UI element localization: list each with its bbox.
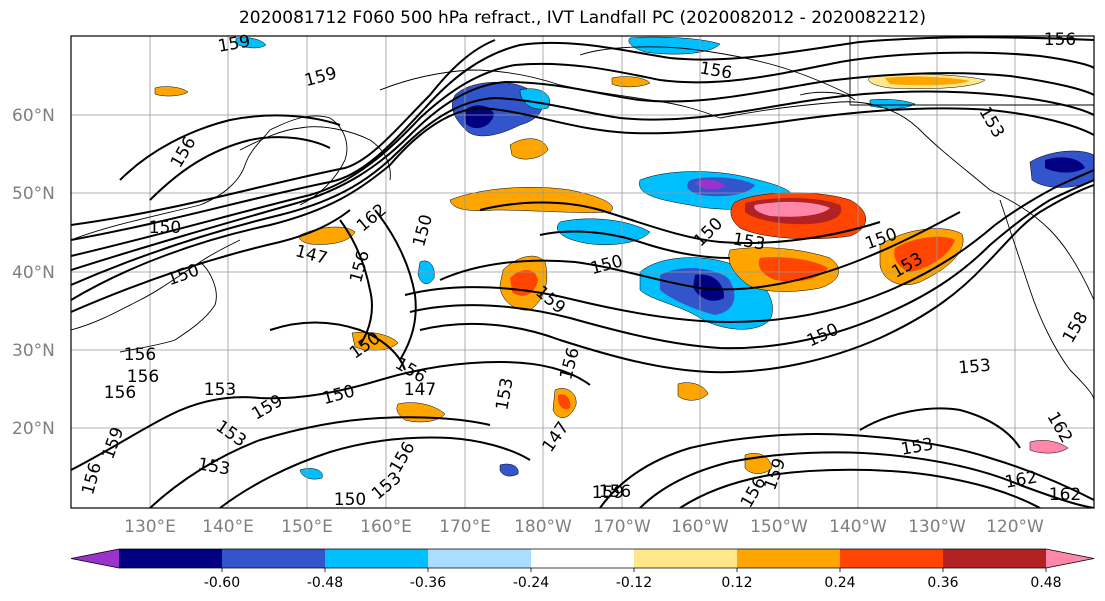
lat-label: 30°N [12, 341, 55, 361]
contour-label: 150 [334, 490, 366, 510]
colorbar-swatch [943, 549, 1047, 568]
lon-label: 130°E [124, 517, 176, 537]
lon-label: 120°W [986, 517, 1044, 537]
colorbar-swatch [840, 549, 944, 568]
map-border [70, 35, 1095, 509]
lat-label: 60°N [12, 106, 55, 126]
lon-label: 150°W [750, 517, 808, 537]
colorbar-outline [70, 548, 1095, 569]
lon-label: 150°E [281, 517, 333, 537]
contour-label: 150 [149, 218, 181, 238]
lon-label: 180°W [514, 517, 572, 537]
lon-label: 170°E [439, 517, 491, 537]
contour-label: 156 [1044, 30, 1076, 50]
contour-lines [71, 36, 1094, 508]
graticule [71, 36, 1094, 508]
contour-label: 153 [204, 380, 236, 400]
contour-label: 156 [104, 383, 136, 403]
colorbar-swatch [531, 549, 635, 568]
lon-label: 140°E [202, 517, 254, 537]
lat-label: 50°N [12, 184, 55, 204]
colorbar-tick-label: -0.60 [204, 575, 240, 591]
colorbar-extend-max [1046, 549, 1094, 568]
colorbar-swatch [428, 549, 532, 568]
colorbar-swatch [325, 549, 429, 568]
contour-label: 147 [404, 380, 436, 400]
contour-label: 156 [599, 482, 631, 502]
colorbar-tick-label: -0.12 [616, 575, 652, 591]
colorbar-tick-label: 0.12 [721, 575, 752, 591]
colorbar-swatch [737, 549, 841, 568]
lon-label: 170°W [593, 517, 651, 537]
lat-label: 20°N [12, 419, 55, 439]
lon-label: 140°W [829, 517, 887, 537]
latitude-labels: 60°N 50°N 40°N 30°N 20°N [12, 106, 55, 439]
map-title: 2020081712 F060 500 hPa refract., IVT La… [238, 8, 926, 28]
colorbar-extend-min [71, 549, 119, 568]
lon-label: 160°W [671, 517, 729, 537]
contour-label: 162 [1049, 485, 1081, 505]
colorbar: -0.60 -0.48 -0.36 -0.24 -0.12 0.12 0.24 0.36 0.4… [70, 548, 1095, 591]
colorbar-swatch [119, 549, 223, 568]
lat-label: 40°N [12, 263, 55, 283]
lon-label: 130°W [908, 517, 966, 537]
lon-label: 160°E [360, 517, 412, 537]
colorbar-swatch [222, 549, 326, 568]
colorbar-tick-label: -0.24 [513, 575, 549, 591]
anomaly-fill-patches [154, 36, 1094, 480]
contour-label: 159 [592, 483, 624, 503]
colorbar-tick-label: 0.24 [824, 575, 855, 591]
contour-label: 153 [958, 356, 992, 379]
contour-label: 156 [127, 367, 159, 387]
colorbar-tick-label: -0.48 [307, 575, 343, 591]
colorbar-tick-label: 0.48 [1030, 575, 1061, 591]
longitude-labels: 130°E 140°E 150°E 160°E 170°E 180°W 170°… [124, 517, 1044, 537]
colorbar-tick-label: -0.36 [410, 575, 446, 591]
colorbar-tick-label: 0.36 [927, 575, 958, 591]
contour-label: 156 [124, 345, 156, 365]
colorbar-swatch [634, 549, 738, 568]
